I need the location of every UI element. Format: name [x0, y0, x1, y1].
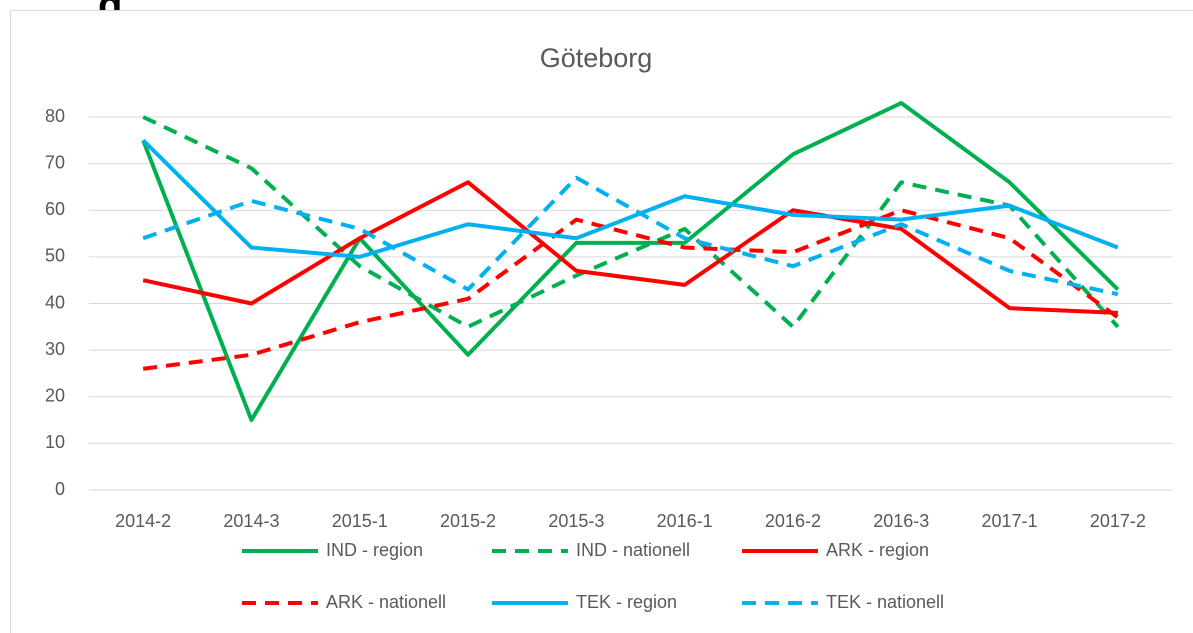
x-tick-label: 2016-3 — [873, 511, 929, 531]
x-tick-label: 2015-2 — [440, 511, 496, 531]
series-line — [141, 138, 1119, 259]
y-tick-label: 50 — [45, 246, 65, 266]
series-line — [142, 115, 1120, 329]
y-tick-label: 60 — [45, 199, 65, 219]
series-line — [142, 175, 1119, 297]
legend-label: ARK - region — [826, 540, 929, 560]
y-tick-label: 80 — [45, 106, 65, 126]
legend-label: IND - region — [326, 540, 423, 560]
series-line — [142, 208, 1120, 371]
x-tick-label: 2016-2 — [765, 511, 821, 531]
chart-title: Göteborg — [540, 43, 653, 73]
x-tick-label: 2017-2 — [1090, 511, 1146, 531]
x-tick-label: 2015-1 — [332, 511, 388, 531]
legend-label: ARK - nationell — [326, 592, 446, 612]
y-tick-label: 40 — [45, 292, 65, 312]
y-tick-label: 70 — [45, 152, 65, 172]
x-tick-label: 2016-1 — [657, 511, 713, 531]
y-tick-label: 20 — [45, 386, 65, 406]
x-tick-label: 2014-2 — [115, 511, 171, 531]
y-tick-label: 30 — [45, 339, 65, 359]
legend-label: TEK - region — [576, 592, 677, 612]
legend-label: IND - nationell — [576, 540, 690, 560]
legend-label: TEK - nationell — [826, 592, 944, 612]
chart-frame — [10, 10, 1193, 633]
x-tick-label: 2015-3 — [548, 511, 604, 531]
x-tick-label: 2017-1 — [982, 511, 1038, 531]
y-tick-label: 10 — [45, 432, 65, 452]
x-tick-label: 2014-3 — [223, 511, 279, 531]
series-line — [141, 101, 1120, 423]
series-line — [142, 180, 1118, 315]
y-tick-label: 0 — [55, 479, 65, 499]
